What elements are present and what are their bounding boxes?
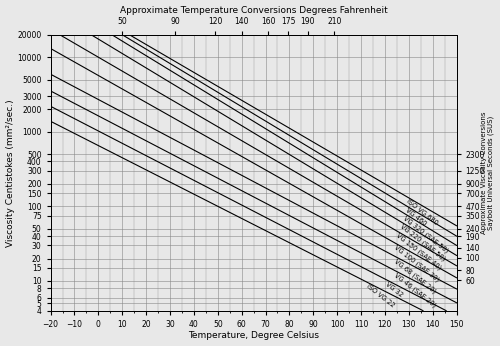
Y-axis label: Approximate Viscosity Conversions
Saybolt Universal Seconds (SUS): Approximate Viscosity Conversions Saybol… <box>481 111 494 234</box>
Text: VG 220 (SAE 50): VG 220 (SAE 50) <box>400 223 447 263</box>
Text: VG 150 (SAE 40): VG 150 (SAE 40) <box>394 232 442 271</box>
Text: VG 100 (SAE 30): VG 100 (SAE 30) <box>394 244 441 283</box>
X-axis label: Approximate Temperature Conversions Degrees Fahrenheit: Approximate Temperature Conversions Degr… <box>120 6 388 15</box>
Text: ISO VG 22: ISO VG 22 <box>365 283 395 309</box>
Text: VG 320 (SAE 50): VG 320 (SAE 50) <box>402 215 450 254</box>
Text: VG 46 (SAE 20): VG 46 (SAE 20) <box>394 272 438 309</box>
Y-axis label: Viscosity Centistokes (mm²/sec.): Viscosity Centistokes (mm²/sec.) <box>6 99 15 246</box>
Text: VG 460: VG 460 <box>404 207 427 227</box>
Text: ISO VG 680: ISO VG 680 <box>405 198 438 226</box>
Text: VG 32: VG 32 <box>385 281 404 298</box>
X-axis label: Temperature, Degree Celsius: Temperature, Degree Celsius <box>188 331 319 340</box>
Text: VG 68 (SAE 20): VG 68 (SAE 20) <box>394 258 438 294</box>
